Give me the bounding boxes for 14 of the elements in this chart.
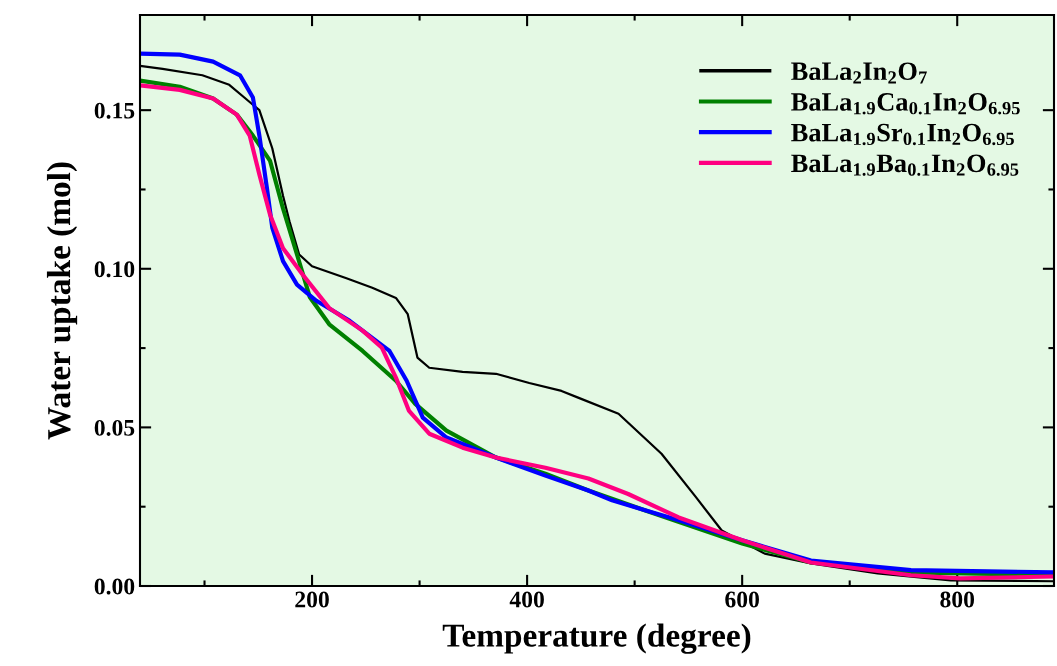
y-axis-title: Water uptake (mol) [46, 162, 78, 440]
legend-label: BaLa$_{1.9}$Sr$_{0.1}$In$_{2}$O$_{6.95}$ [791, 123, 1014, 146]
x-tick-label: 600 [725, 591, 759, 608]
y-tick-label: 0.10 [94, 261, 135, 278]
x-tick-label: 800 [940, 591, 975, 608]
y-tick-label: 0.15 [94, 102, 135, 119]
x-axis-title: Temperature (degree) [442, 623, 751, 654]
legend-label: BaLa$_{2}$In$_{2}$O$_{7}$ [791, 62, 927, 84]
x-tick-label: 400 [509, 591, 544, 608]
legend-label: BaLa$_{1.9}$Ba$_{0.1}$In$_{2}$O$_{6.95}$ [791, 154, 1019, 176]
legend-label: BaLa$_{1.9}$Ca$_{0.1}$In$_{2}$O$_{6.95}$ [791, 93, 1020, 115]
y-tick-label: 0.05 [94, 419, 135, 436]
y-tick-label: 0.00 [94, 578, 135, 595]
x-tick-label: 200 [295, 591, 329, 608]
